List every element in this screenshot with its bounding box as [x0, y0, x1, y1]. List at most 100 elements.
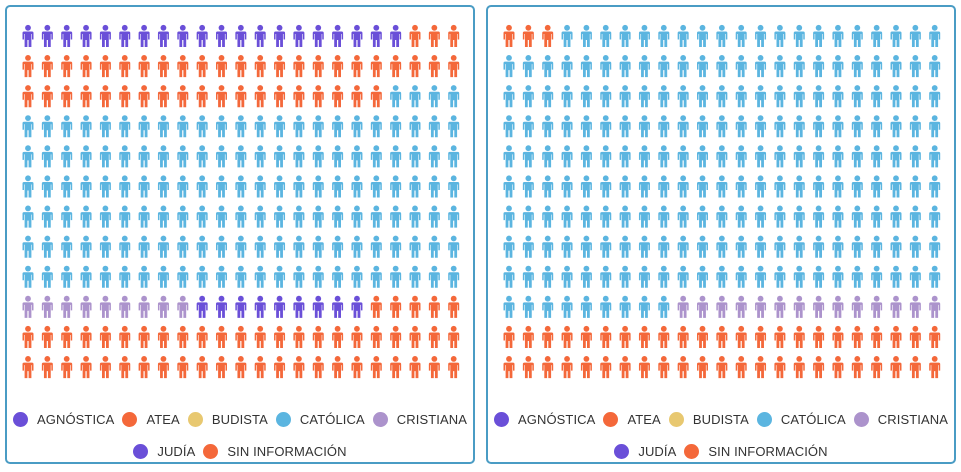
legend-item-judia[interactable]: JUDÍA: [133, 443, 195, 459]
person-icon-atea: [293, 55, 305, 78]
legend-item-cristiana[interactable]: CRISTIANA: [853, 411, 948, 427]
person-icon-atea: [428, 24, 440, 47]
person-icon-catolica: [61, 205, 73, 228]
person-icon-catolica: [561, 235, 573, 258]
person-icon-atea: [390, 55, 402, 78]
person-icon-agnostica: [41, 24, 53, 47]
person-icon-catolica: [522, 55, 534, 78]
person-icon-cristiana: [677, 295, 689, 318]
icon-grid-right: [499, 21, 947, 381]
legend-item-catolica[interactable]: CATÓLICA: [756, 411, 846, 427]
person-icon-catolica: [61, 235, 73, 258]
legend-item-agnostica[interactable]: AGNÓSTICA: [12, 411, 114, 427]
person-icon-catolica: [409, 115, 421, 138]
person-icon-catolica: [774, 235, 786, 258]
person-icon-catolica: [658, 85, 670, 108]
legend-item-budista[interactable]: BUDISTA: [668, 411, 749, 427]
person-icon-sin-informacion: [254, 325, 266, 348]
person-icon-catolica: [503, 115, 515, 138]
person-icon-catolica: [561, 115, 573, 138]
person-icon-sin-informacion: [138, 356, 150, 379]
person-icon-catolica: [119, 145, 131, 168]
person-icon-sin-informacion: [274, 356, 286, 379]
person-icon-catolica: [293, 175, 305, 198]
legend-item-sin-informacion[interactable]: SIN INFORMACIÓN: [203, 443, 347, 459]
person-icon-catolica: [119, 115, 131, 138]
person-icon-sin-informacion: [312, 325, 324, 348]
person-icon-catolica: [370, 175, 382, 198]
person-icon-sin-informacion: [157, 325, 169, 348]
person-icon-catolica: [658, 265, 670, 288]
legend-item-sin-informacion[interactable]: SIN INFORMACIÓN: [684, 443, 828, 459]
person-icon-sin-informacion: [871, 325, 883, 348]
person-icon-catolica: [370, 265, 382, 288]
person-icon-catolica: [735, 85, 747, 108]
person-icon-catolica: [619, 235, 631, 258]
person-icon-catolica: [177, 175, 189, 198]
person-icon-catolica: [638, 265, 650, 288]
person-icon-catolica: [503, 175, 515, 198]
person-icon-catolica: [600, 145, 612, 168]
person-icon-catolica: [119, 235, 131, 258]
person-icon-catolica: [332, 205, 344, 228]
person-icon-catolica: [22, 235, 34, 258]
person-icon-catolica: [890, 24, 902, 47]
person-icon-catolica: [697, 115, 708, 138]
person-icon-catolica: [793, 85, 805, 108]
waffle-chart-right: AGNÓSTICA ATEA BUDISTA CATÓLICA CRISTIAN…: [486, 5, 956, 464]
person-icon-catolica: [332, 265, 344, 288]
person-icon-catolica: [80, 115, 92, 138]
person-icon-catolica: [235, 265, 247, 288]
person-icon-sin-informacion: [370, 356, 382, 379]
person-icon-catolica: [697, 175, 708, 198]
person-icon-judia: [235, 295, 247, 318]
person-icon-atea: [22, 55, 34, 78]
person-icon-sin-informacion: [542, 356, 554, 379]
legend-item-catolica[interactable]: CATÓLICA: [275, 411, 365, 427]
person-icon-catolica: [793, 115, 805, 138]
person-icon-catolica: [735, 175, 747, 198]
person-icon-catolica: [600, 295, 612, 318]
person-icon-catolica: [503, 265, 515, 288]
person-icon-catolica: [351, 265, 363, 288]
legend-item-budista[interactable]: BUDISTA: [187, 411, 268, 427]
person-icon-sin-informacion: [351, 325, 363, 348]
person-icon-sin-informacion: [390, 295, 402, 318]
person-icon-atea: [80, 85, 92, 108]
person-icon-catolica: [929, 265, 941, 288]
person-icon-catolica: [409, 235, 421, 258]
person-icon-catolica: [851, 115, 863, 138]
person-icon-sin-informacion: [658, 356, 670, 379]
person-icon-cristiana: [793, 295, 805, 318]
person-icon-agnostica: [274, 24, 286, 47]
person-icon-catolica: [677, 24, 689, 47]
legend-item-cristiana[interactable]: CRISTIANA: [372, 411, 467, 427]
person-icon-catolica: [61, 115, 73, 138]
person-icon-catolica: [851, 24, 863, 47]
person-icon-judia: [293, 295, 305, 318]
person-icon-catolica: [332, 175, 344, 198]
person-icon-catolica: [638, 235, 650, 258]
person-icon-catolica: [216, 115, 227, 138]
person-icon-atea: [448, 55, 460, 78]
person-icon-catolica: [851, 265, 863, 288]
person-icon-catolica: [138, 145, 150, 168]
legend-item-agnostica[interactable]: AGNÓSTICA: [493, 411, 595, 427]
person-icon-sin-informacion: [312, 356, 324, 379]
person-icon-catolica: [735, 145, 747, 168]
person-icon-catolica: [909, 55, 921, 78]
person-icon-catolica: [658, 115, 670, 138]
person-icon-catolica: [580, 145, 592, 168]
person-icon-atea: [542, 24, 554, 47]
legend-item-atea[interactable]: ATEA: [603, 411, 661, 427]
person-icon-catolica: [177, 265, 189, 288]
person-icon-catolica: [813, 24, 825, 47]
legend-label: SIN INFORMACIÓN: [708, 443, 828, 459]
person-icon-cristiana: [890, 295, 902, 318]
legend-item-atea[interactable]: ATEA: [122, 411, 180, 427]
legend-label: JUDÍA: [638, 443, 677, 459]
person-icon-catolica: [254, 175, 266, 198]
legend-item-judia[interactable]: JUDÍA: [614, 443, 677, 459]
person-icon-catolica: [619, 85, 631, 108]
person-icon-sin-informacion: [774, 356, 786, 379]
